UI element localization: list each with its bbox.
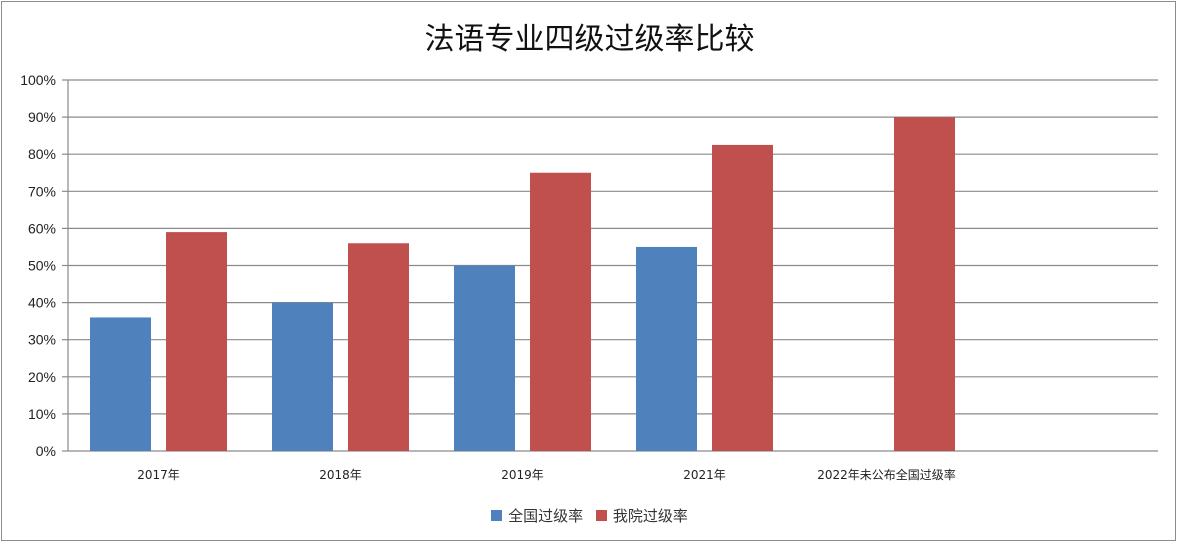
x-tick-label: 2021年 bbox=[683, 468, 726, 482]
legend-item-college: 我院过级率 bbox=[595, 505, 688, 526]
y-tick-label: 100% bbox=[20, 72, 56, 88]
y-tick-label: 10% bbox=[28, 406, 56, 422]
bar-college bbox=[894, 117, 955, 451]
legend-item-national: 全国过级率 bbox=[491, 505, 583, 526]
legend-swatch-college bbox=[595, 510, 607, 521]
bar-national bbox=[90, 317, 151, 451]
y-tick-label: 60% bbox=[28, 220, 56, 236]
bar-college bbox=[166, 232, 227, 451]
bar-college bbox=[530, 172, 591, 451]
y-tick-label: 40% bbox=[28, 295, 56, 311]
bar-national bbox=[272, 302, 333, 451]
y-tick-label: 80% bbox=[28, 146, 56, 162]
x-tick-label: 2019年 bbox=[501, 468, 544, 482]
chart-title: 法语专业四级过级率比较 bbox=[424, 22, 755, 57]
y-tick-label: 70% bbox=[28, 183, 56, 199]
legend-label-college: 我院过级率 bbox=[612, 507, 688, 525]
bar-national bbox=[454, 265, 515, 451]
bar-college bbox=[712, 144, 773, 452]
chart-legend: 全国过级率 我院过级率 bbox=[0, 505, 1179, 526]
y-tick-label: 50% bbox=[28, 258, 56, 274]
x-tick-label: 2018年 bbox=[319, 468, 362, 482]
x-tick-label: 2022年未公布全国过级率 bbox=[817, 467, 956, 482]
legend-swatch-national bbox=[491, 510, 503, 521]
y-tick-label: 90% bbox=[28, 109, 56, 125]
bar-college bbox=[348, 243, 409, 451]
bar-national bbox=[636, 246, 697, 451]
y-tick-label: 30% bbox=[28, 332, 56, 348]
legend-label-national: 全国过级率 bbox=[508, 507, 584, 525]
y-tick-label: 20% bbox=[28, 369, 56, 385]
x-tick-label: 2017年 bbox=[137, 468, 180, 482]
y-tick-label: 0% bbox=[36, 443, 56, 459]
